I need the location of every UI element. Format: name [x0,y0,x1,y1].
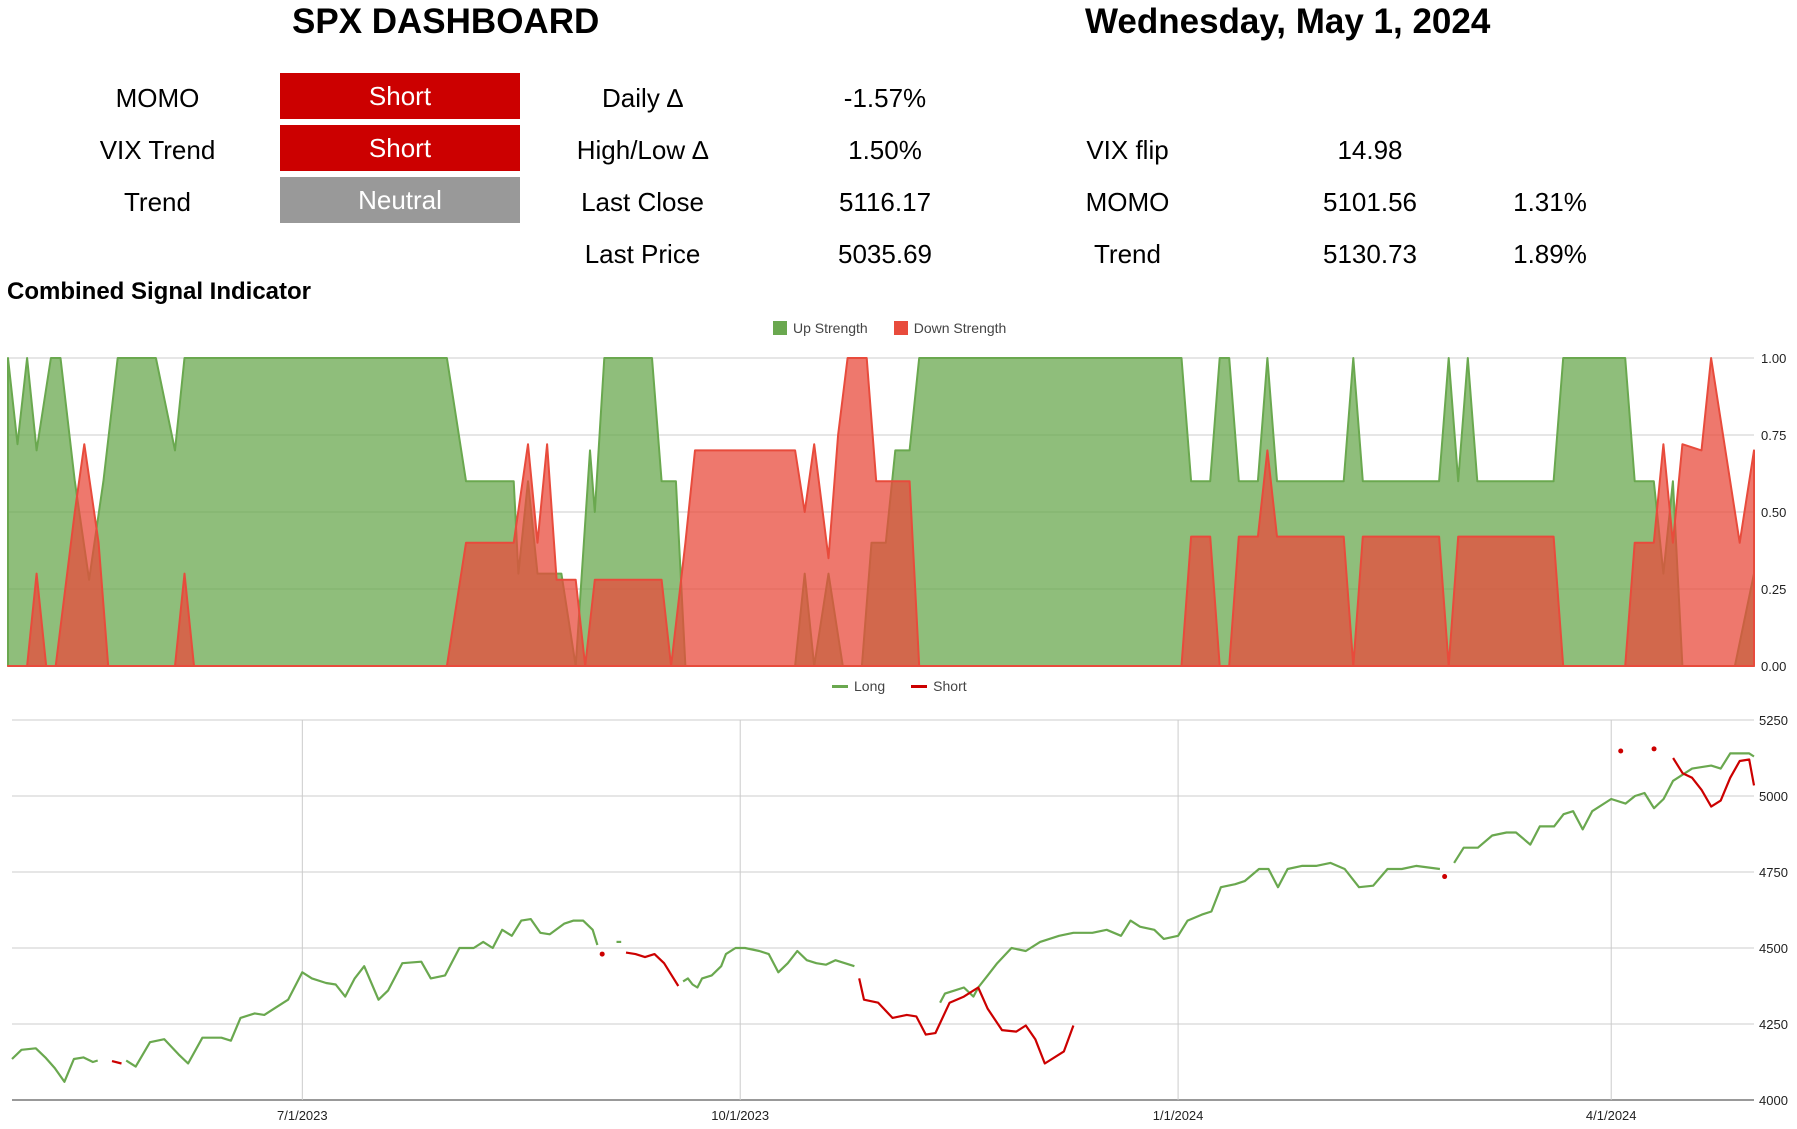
series-point-short [1651,746,1657,752]
series-line-short [111,1060,122,1065]
signal-label-trend: Trend [124,187,191,217]
level-label-vix-flip: VIX flip [1086,135,1169,165]
stat-value-high-low-change: 1.50% [848,135,922,165]
level-label-trend: Trend [1094,239,1161,269]
section-title: Combined Signal Indicator [7,278,312,305]
stat-value-daily-change: -1.57% [843,83,927,113]
strength-y-tick: 1.00 [1761,351,1786,366]
price-x-tick: 7/1/2023 [277,1108,328,1123]
signal-label-vix-trend: VIX Trend [99,135,216,165]
strength-y-tick: 0.25 [1761,582,1786,597]
series-line-long [682,946,855,989]
series-point-short [1618,748,1624,754]
price-y-tick: 4750 [1759,865,1788,880]
stat-label-last-price: Last Price [584,239,701,269]
signal-badge-momo: Short [280,73,520,119]
strength-legend: Up Strength Down Strength [773,320,1006,336]
level-label-momo: MOMO [1085,187,1170,217]
series-point-short [599,951,605,957]
legend-label-long: Long [854,678,886,694]
series-line-long [1453,752,1755,864]
level-pct-trend: 1.89% [1513,239,1587,269]
series-point-short [1442,874,1448,880]
level-value-vix-flip: 14.98 [1337,135,1403,165]
series-line-long [125,918,599,1068]
series-line-short [1672,757,1756,808]
signal-badge-vix-trend: Short [280,125,520,171]
price-x-tick: 10/1/2023 [711,1108,769,1123]
dashboard-title: SPX DASHBOARD [292,2,600,41]
series-area-down-strength [7,357,1755,667]
price-y-tick: 4000 [1759,1093,1788,1108]
signal-badge-trend: Neutral [280,177,520,223]
price-y-tick: 5000 [1759,789,1788,804]
series-line-long [11,1047,99,1083]
price-x-tick: 1/1/2024 [1153,1108,1204,1123]
legend-swatch-down [893,321,908,335]
series-line-short [858,978,1075,1065]
level-pct-momo: 1.31% [1513,187,1587,217]
stat-value-last-price: 5035.69 [838,239,932,269]
legend-swatch-up [773,321,787,335]
legend-label-short: Short [933,678,967,694]
strength-y-tick: 0.50 [1761,505,1786,520]
price-y-tick: 5250 [1759,713,1788,728]
level-value-trend: 5130.73 [1323,239,1417,269]
price-legend: Long Short [832,678,967,694]
stat-label-last-close: Last Close [581,187,704,217]
stat-value-last-close: 5116.17 [838,187,932,217]
strength-area-chart: 0.00 0.25 0.50 0.75 1.00 [7,351,1786,674]
dashboard-date: Wednesday, May 1, 2024 [1085,2,1491,41]
legend-label-down: Down Strength [913,320,1007,336]
strength-y-tick: 0.75 [1761,428,1786,443]
legend-label-up: Up Strength [793,320,868,336]
level-value-momo: 5101.56 [1323,187,1417,217]
legend-swatch-long [832,684,848,688]
price-x-tick: 4/1/2024 [1586,1108,1637,1123]
stat-label-daily-change: Daily ∆ [602,83,683,113]
series-line-short [625,951,680,987]
series-line-long [939,861,1441,1004]
stat-label-high-low-change: High/Low ∆ [576,135,709,165]
price-y-tick: 4250 [1759,1017,1788,1032]
price-line-chart: 4000 4250 4500 4750 5000 5250 7/1/2023 10/1/202… [11,713,1788,1123]
price-y-tick: 4500 [1759,941,1788,956]
legend-swatch-short [911,684,928,688]
signal-label-momo: MOMO [115,83,200,113]
strength-y-tick: 0.00 [1761,659,1786,674]
